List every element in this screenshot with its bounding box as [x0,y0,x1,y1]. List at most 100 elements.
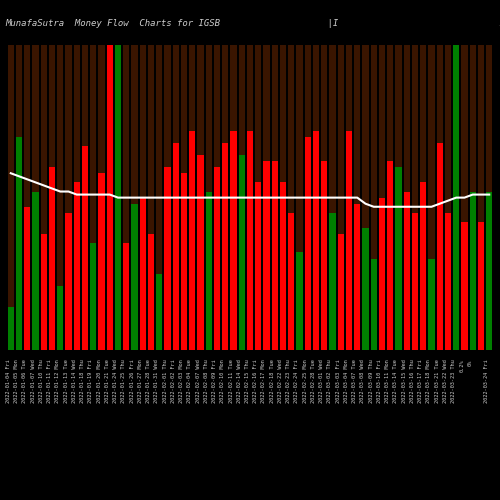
Bar [470,192,476,350]
Bar [181,45,187,350]
Bar [222,143,228,350]
Bar [330,213,336,350]
Bar [164,167,170,350]
Bar [370,45,377,350]
Bar [238,155,245,350]
Bar [181,173,187,350]
Bar [255,182,262,350]
Bar [313,130,319,350]
Bar [32,192,38,350]
Bar [189,45,196,350]
Bar [362,228,368,350]
Bar [338,45,344,350]
Bar [82,146,88,350]
Bar [470,45,476,350]
Bar [230,45,236,350]
Bar [272,161,278,350]
Bar [428,45,434,350]
Bar [24,207,30,350]
Bar [16,45,22,350]
Bar [90,45,96,350]
Bar [90,244,96,350]
Bar [74,182,80,350]
Bar [420,45,426,350]
Bar [379,198,385,350]
Bar [280,45,286,350]
Bar [214,167,220,350]
Bar [296,45,302,350]
Bar [140,198,146,350]
Bar [172,143,179,350]
Bar [123,244,130,350]
Bar [115,45,121,350]
Bar [238,45,245,350]
Bar [396,167,402,350]
Text: MunafaSutra  Money Flow  Charts for IGSB                    |I                  : MunafaSutra Money Flow Charts for IGSB |… [5,19,500,28]
Bar [98,45,104,350]
Bar [57,45,64,350]
Bar [156,45,162,350]
Bar [462,222,468,350]
Bar [486,45,492,350]
Bar [115,45,121,350]
Bar [164,45,170,350]
Bar [16,136,22,350]
Bar [106,45,113,350]
Bar [304,45,311,350]
Bar [264,45,270,350]
Bar [214,45,220,350]
Bar [428,258,434,350]
Bar [296,252,302,350]
Bar [379,45,385,350]
Bar [396,45,402,350]
Bar [230,130,236,350]
Bar [346,130,352,350]
Bar [313,45,319,350]
Bar [57,286,64,350]
Bar [140,45,146,350]
Bar [247,45,253,350]
Bar [98,173,104,350]
Bar [387,161,394,350]
Bar [8,45,14,350]
Bar [288,213,294,350]
Bar [198,45,203,350]
Bar [148,234,154,350]
Bar [24,45,30,350]
Bar [132,45,138,350]
Bar [354,45,360,350]
Bar [321,161,328,350]
Bar [445,45,451,350]
Bar [66,45,71,350]
Bar [354,204,360,350]
Bar [82,45,88,350]
Bar [40,45,47,350]
Bar [370,258,377,350]
Bar [478,222,484,350]
Bar [404,45,410,350]
Bar [412,45,418,350]
Bar [436,143,443,350]
Bar [280,182,286,350]
Bar [453,45,460,350]
Bar [338,234,344,350]
Bar [453,45,460,350]
Bar [198,155,203,350]
Bar [32,45,38,350]
Bar [49,45,55,350]
Bar [346,45,352,350]
Bar [436,45,443,350]
Bar [321,45,328,350]
Bar [255,45,262,350]
Bar [206,192,212,350]
Bar [106,45,113,350]
Bar [404,192,410,350]
Bar [330,45,336,350]
Bar [40,234,47,350]
Bar [247,130,253,350]
Bar [49,167,55,350]
Bar [445,213,451,350]
Bar [412,213,418,350]
Bar [66,213,71,350]
Bar [8,308,14,350]
